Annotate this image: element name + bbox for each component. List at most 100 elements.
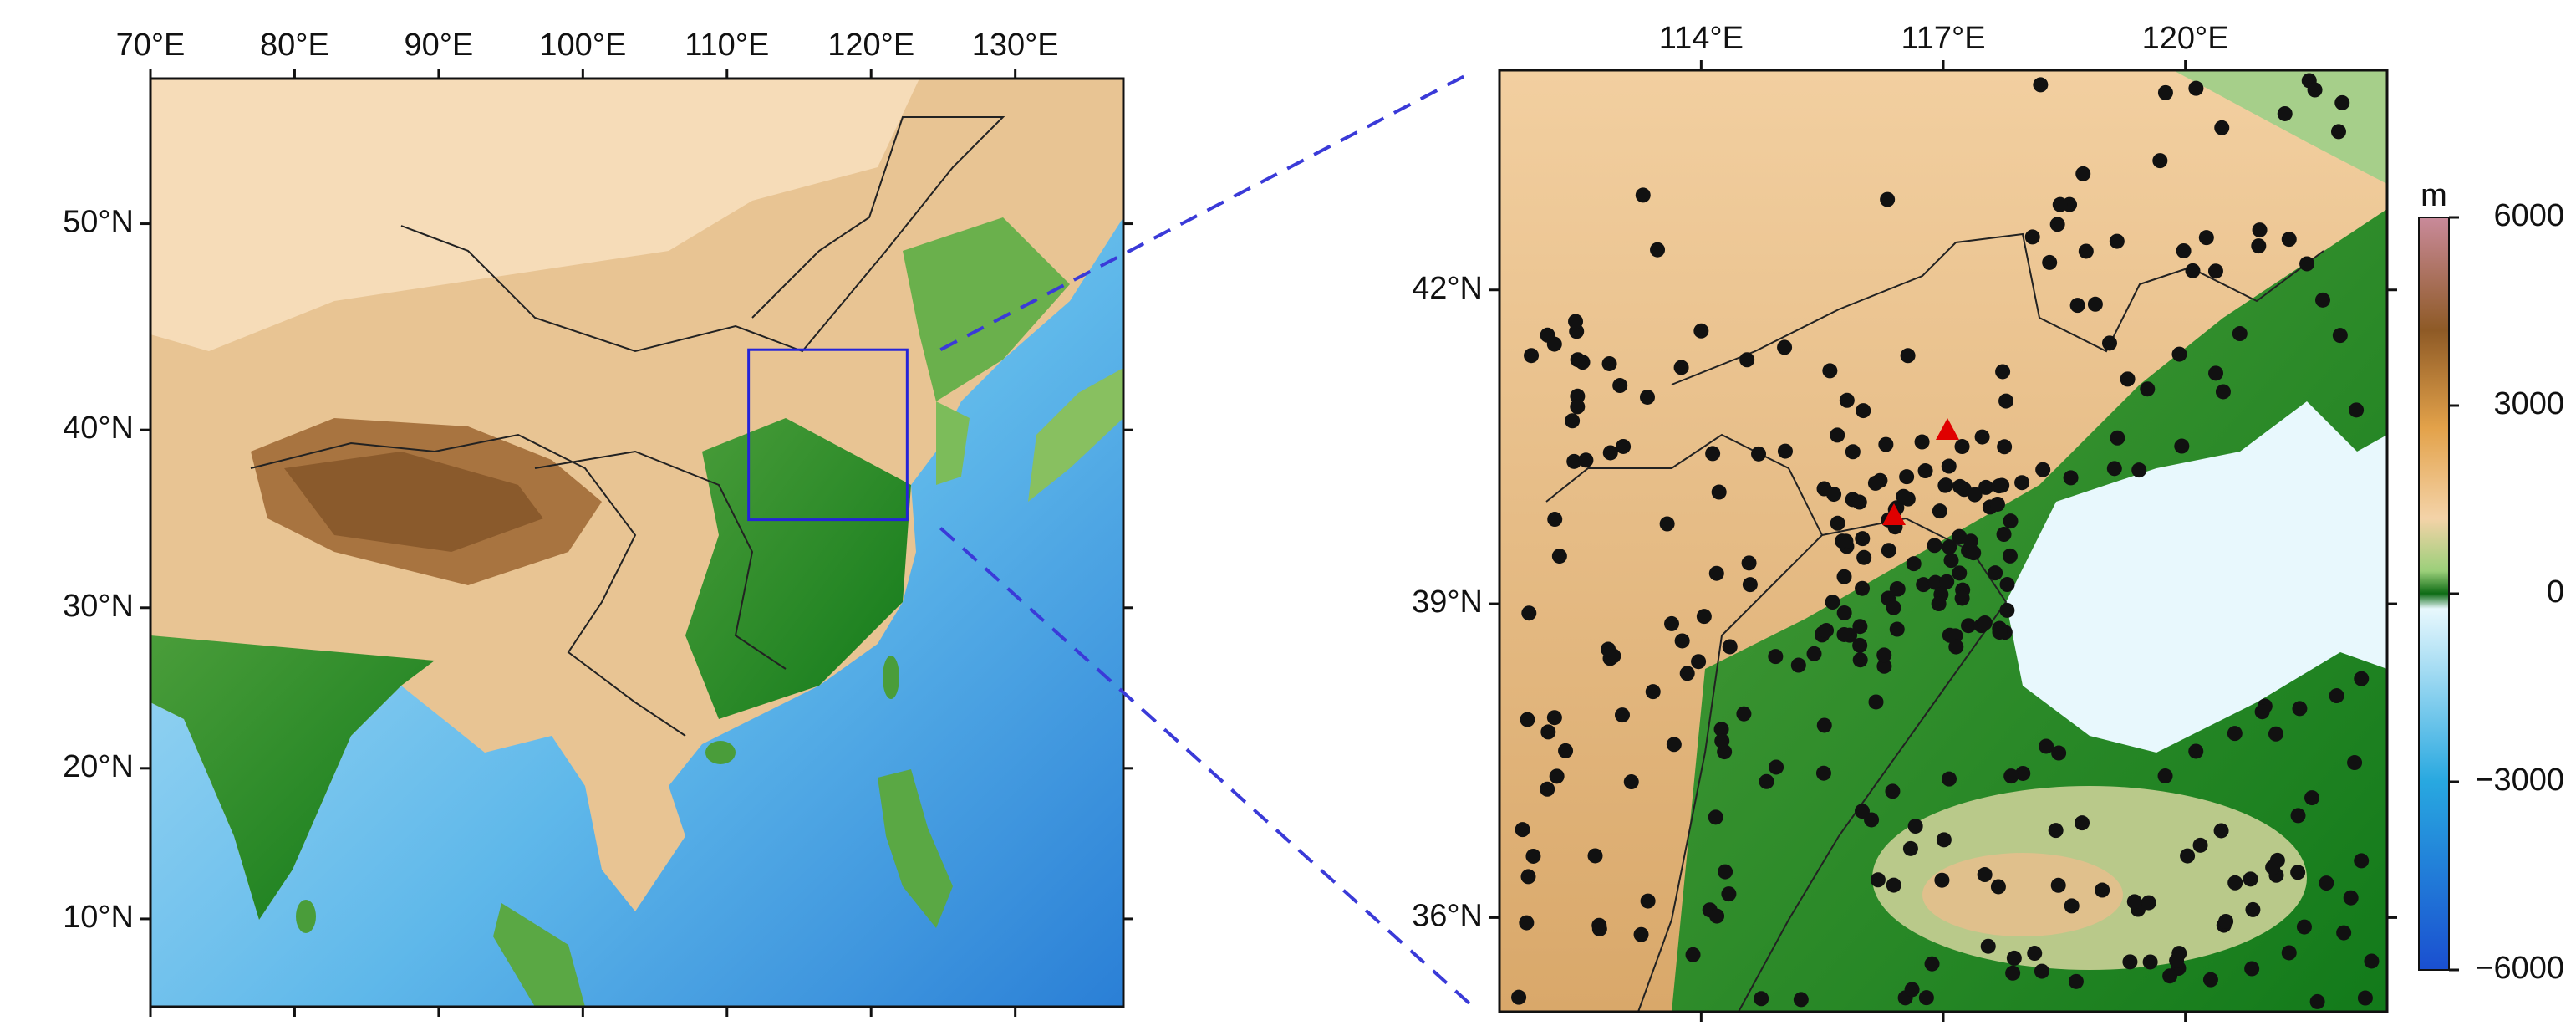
station xyxy=(2109,233,2125,249)
station xyxy=(1881,543,1896,559)
station xyxy=(1988,565,2003,581)
station xyxy=(1521,605,1537,621)
station xyxy=(1974,429,1990,445)
station xyxy=(2050,877,2066,893)
station xyxy=(1989,496,2005,512)
station xyxy=(1904,982,1920,998)
station xyxy=(1966,545,1982,561)
station xyxy=(2227,726,2243,742)
station xyxy=(2332,328,2348,344)
station xyxy=(1852,652,1868,668)
y-tick-label: 20°N xyxy=(63,749,134,784)
station xyxy=(1876,658,1892,674)
station xyxy=(1978,479,1994,495)
station xyxy=(1614,707,1630,723)
station xyxy=(2142,954,2158,970)
station xyxy=(2354,853,2370,869)
station xyxy=(1999,602,2015,618)
x-tick-label: 110°E xyxy=(685,28,769,63)
station xyxy=(1815,765,1831,781)
station xyxy=(2207,263,2223,279)
station xyxy=(1825,595,1840,610)
station xyxy=(2176,242,2192,258)
station xyxy=(2174,438,2190,454)
station xyxy=(1591,921,1607,937)
station xyxy=(1835,533,1851,549)
station xyxy=(1540,781,1555,797)
station xyxy=(2120,371,2136,387)
station xyxy=(1870,872,1886,888)
station xyxy=(1990,879,2006,895)
station xyxy=(1708,565,1724,581)
station xyxy=(1967,487,1983,503)
station xyxy=(2198,230,2214,246)
station xyxy=(2192,837,2208,853)
station xyxy=(1612,378,1628,394)
station xyxy=(1998,393,2014,409)
station xyxy=(2141,895,2156,911)
station xyxy=(2292,701,2308,717)
station xyxy=(1768,649,1784,665)
y-tick-label: 39°N xyxy=(1412,584,1483,620)
station xyxy=(2218,913,2234,929)
station xyxy=(2329,688,2344,704)
station xyxy=(1520,712,1535,727)
station xyxy=(2243,871,2258,887)
station xyxy=(2110,430,2125,446)
station xyxy=(1551,549,1567,564)
station xyxy=(1997,439,2013,455)
station xyxy=(1570,388,1586,404)
station xyxy=(2214,120,2230,135)
station xyxy=(2304,790,2320,806)
station xyxy=(1709,908,1725,924)
station xyxy=(1587,848,1603,864)
station xyxy=(2095,882,2110,898)
station xyxy=(1836,569,1852,584)
station xyxy=(1855,531,1871,547)
station xyxy=(1751,446,1767,462)
colorbar-tick-label: −6000 xyxy=(2475,951,2564,986)
station xyxy=(2252,222,2268,238)
station xyxy=(1938,477,1954,493)
station xyxy=(1790,657,1806,673)
station xyxy=(2254,704,2270,720)
station xyxy=(1708,809,1723,825)
station xyxy=(2334,94,2350,110)
station xyxy=(1705,446,1721,462)
station xyxy=(1954,439,1970,455)
station xyxy=(2024,229,2040,245)
station xyxy=(2296,919,2312,935)
annotations: 70°E 80°E 90°E 100°E 110°E 120°E 130°E 10°N 20°N… xyxy=(63,21,2564,1022)
station xyxy=(1650,242,1666,258)
station xyxy=(2005,965,2021,981)
station xyxy=(2015,765,2031,781)
station xyxy=(1777,443,1793,459)
station xyxy=(2213,823,2229,839)
station xyxy=(2245,901,2261,917)
station xyxy=(1547,512,1563,528)
station xyxy=(2048,823,2064,839)
station xyxy=(1721,886,1737,902)
station xyxy=(1836,605,1852,620)
station xyxy=(1977,615,1993,630)
station xyxy=(2171,346,2187,362)
station xyxy=(1566,453,1582,469)
station xyxy=(1885,783,1901,799)
colorbar-tick-label: 0 xyxy=(2547,574,2564,610)
station xyxy=(1691,654,1707,670)
colorbar-unit: m xyxy=(2421,178,2447,213)
station xyxy=(2336,925,2352,941)
colorbar-tick-label: 6000 xyxy=(2493,198,2564,233)
station xyxy=(1659,516,1675,532)
station xyxy=(2014,475,2030,491)
overview-frame xyxy=(149,77,1125,1008)
station xyxy=(1635,187,1651,203)
station xyxy=(1540,724,1556,740)
station xyxy=(2152,153,2168,169)
station xyxy=(1601,641,1616,657)
overview-terrain xyxy=(150,79,1123,1007)
station xyxy=(2157,84,2173,100)
station xyxy=(2232,326,2248,342)
station xyxy=(1679,666,1695,681)
station xyxy=(2281,945,2297,961)
